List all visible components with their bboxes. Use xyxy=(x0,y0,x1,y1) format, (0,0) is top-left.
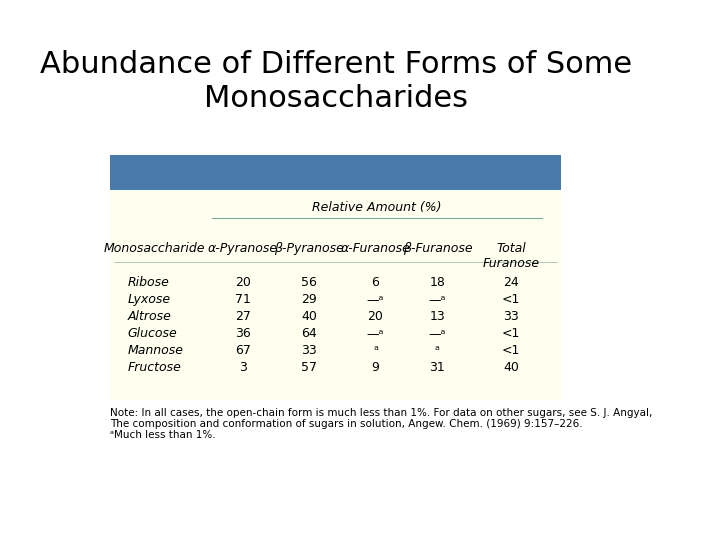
Text: 20: 20 xyxy=(367,310,384,323)
Text: ᵃ: ᵃ xyxy=(373,344,378,357)
Text: Altrose: Altrose xyxy=(127,310,171,323)
Text: Fructose: Fructose xyxy=(127,361,181,374)
Text: α-Furanose: α-Furanose xyxy=(341,242,410,255)
Text: β-Furanose: β-Furanose xyxy=(402,242,472,255)
Text: <1: <1 xyxy=(502,327,520,340)
Text: 13: 13 xyxy=(430,310,445,323)
Text: 20: 20 xyxy=(235,276,251,289)
Text: Ribose: Ribose xyxy=(127,276,170,289)
Text: 27: 27 xyxy=(235,310,251,323)
Text: 3: 3 xyxy=(239,361,247,374)
Text: Note: In all cases, the open-chain form is much less than 1%. For data on other : Note: In all cases, the open-chain form … xyxy=(110,408,652,418)
Text: 33: 33 xyxy=(503,310,518,323)
Text: 67: 67 xyxy=(235,344,251,357)
Text: —ᵃ: —ᵃ xyxy=(366,327,384,340)
Text: Total
Furanose: Total Furanose xyxy=(482,242,539,270)
Text: 57: 57 xyxy=(301,361,317,374)
Text: 56: 56 xyxy=(301,276,317,289)
Text: —ᵃ: —ᵃ xyxy=(428,293,446,306)
Text: 33: 33 xyxy=(301,344,317,357)
Text: The composition and conformation of sugars in solution, Angew. Chem. (1969) 9:15: The composition and conformation of suga… xyxy=(110,419,582,429)
Text: 6: 6 xyxy=(372,276,379,289)
Text: 18: 18 xyxy=(430,276,446,289)
Bar xyxy=(110,190,562,400)
Text: Glucose: Glucose xyxy=(127,327,177,340)
Text: Relative Amount (%): Relative Amount (%) xyxy=(312,201,441,214)
Text: 64: 64 xyxy=(301,327,317,340)
Text: Monosaccharide: Monosaccharide xyxy=(104,242,205,255)
Text: <1: <1 xyxy=(502,344,520,357)
Bar xyxy=(110,155,562,190)
Text: —ᵃ: —ᵃ xyxy=(366,293,384,306)
Text: α-Pyranose: α-Pyranose xyxy=(207,242,278,255)
Text: Abundance of Different Forms of Some
Monosaccharides: Abundance of Different Forms of Some Mon… xyxy=(40,50,631,113)
Text: β-Pyranose: β-Pyranose xyxy=(274,242,344,255)
Text: Lyxose: Lyxose xyxy=(127,293,171,306)
Text: ᵃMuch less than 1%.: ᵃMuch less than 1%. xyxy=(110,430,215,440)
Text: 40: 40 xyxy=(503,361,519,374)
Text: 71: 71 xyxy=(235,293,251,306)
Text: 9: 9 xyxy=(372,361,379,374)
Text: ᵃ: ᵃ xyxy=(435,344,440,357)
Text: 36: 36 xyxy=(235,327,251,340)
Text: <1: <1 xyxy=(502,293,520,306)
Text: Mannose: Mannose xyxy=(127,344,184,357)
Text: 31: 31 xyxy=(430,361,445,374)
Text: 40: 40 xyxy=(301,310,317,323)
Text: 29: 29 xyxy=(301,293,317,306)
Text: —ᵃ: —ᵃ xyxy=(428,327,446,340)
Text: 24: 24 xyxy=(503,276,518,289)
